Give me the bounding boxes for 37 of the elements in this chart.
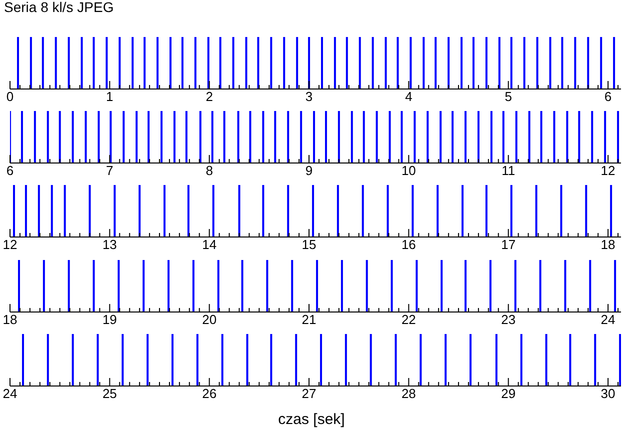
x-tick-label: 16 [401,237,416,252]
x-tick-label: 19 [102,312,117,327]
x-tick-label: 27 [302,386,316,401]
x-tick-label: 17 [501,237,516,252]
x-tick-label: 3 [305,89,313,104]
x-tick-label: 1 [106,89,114,104]
x-tick-label: 18 [2,312,18,327]
x-tick-label: 30 [600,386,616,401]
x-tick-label: 24 [600,312,616,327]
x-tick-label: 5 [504,89,512,104]
x-tick-label: 11 [502,163,516,178]
x-tick-label: 8 [206,163,213,178]
x-tick-label: 22 [401,312,416,327]
x-axis-title: czas [sek] [277,410,346,428]
x-tick-label: 7 [106,163,114,178]
x-tick-label: 25 [102,386,117,401]
x-tick-label: 6 [6,163,14,178]
x-tick-label: 26 [202,386,217,401]
x-tick-label: 23 [501,312,516,327]
x-tick-label: 2 [206,89,213,104]
x-tick-label: 13 [102,237,117,252]
x-tick-label: 21 [302,312,316,327]
x-tick-label: 20 [202,312,217,327]
x-tick-label: 18 [600,237,616,252]
x-tick-label: 12 [600,163,616,178]
chart-title: Seria 8 kl/s JPEG [4,0,114,15]
x-tick-label: 6 [604,89,612,104]
x-tick-label: 0 [6,89,14,104]
x-tick-label: 29 [501,386,516,401]
x-tick-label: 12 [2,237,18,252]
x-tick-label: 10 [401,163,416,178]
x-tick-label: 28 [401,386,416,401]
x-tick-label: 9 [305,163,313,178]
x-tick-label: 15 [302,237,316,252]
x-tick-label: 24 [2,386,18,401]
x-tick-label: 14 [202,237,217,252]
x-tick-label: 4 [405,89,412,104]
